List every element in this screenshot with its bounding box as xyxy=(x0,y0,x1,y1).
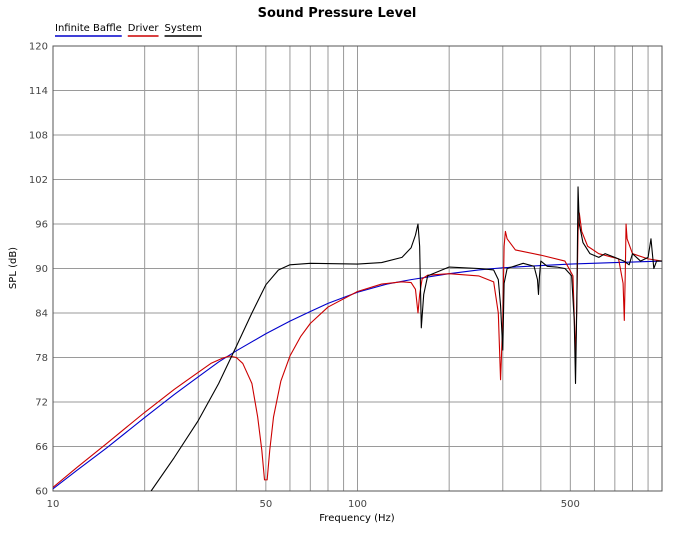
y-tick-label: 66 xyxy=(35,442,48,453)
y-tick-label: 72 xyxy=(35,398,48,409)
chart-title: Sound Pressure Level xyxy=(258,6,417,21)
y-tick-label: 90 xyxy=(35,264,48,275)
series-layer xyxy=(53,186,662,491)
series-line-infinite-baffle xyxy=(53,260,662,490)
x-tick-label: 500 xyxy=(561,499,580,510)
x-tick-label: 10 xyxy=(47,499,60,510)
legend: Infinite Baffle Driver System xyxy=(55,23,202,37)
legend-label-infinite-baffle: Infinite Baffle xyxy=(55,23,122,34)
x-tick-label: 100 xyxy=(348,499,367,510)
y-tick-label: 102 xyxy=(29,175,48,186)
legend-label-system: System xyxy=(165,23,202,34)
y-tick-label: 84 xyxy=(35,309,48,320)
x-tick-label: 50 xyxy=(259,499,272,510)
x-axis-label: Frequency (Hz) xyxy=(319,513,395,524)
series-line-driver xyxy=(53,212,662,488)
legend-label-driver: Driver xyxy=(128,23,160,34)
y-tick-label: 96 xyxy=(35,220,48,231)
y-tick-labels: 60 66 72 78 84 90 96 102 108 114 120 xyxy=(29,42,48,498)
series-line-system xyxy=(150,186,662,491)
y-tick-label: 60 xyxy=(35,487,48,498)
plot-area-frame xyxy=(52,45,663,492)
y-tick-label: 108 xyxy=(29,131,48,142)
y-axis-label: SPL (dB) xyxy=(8,247,19,289)
grid xyxy=(53,46,662,491)
y-tick-label: 120 xyxy=(29,42,48,53)
y-tick-label: 78 xyxy=(35,353,48,364)
y-tick-label: 114 xyxy=(29,86,48,97)
x-tick-labels: 10 50 100 500 xyxy=(47,499,580,510)
